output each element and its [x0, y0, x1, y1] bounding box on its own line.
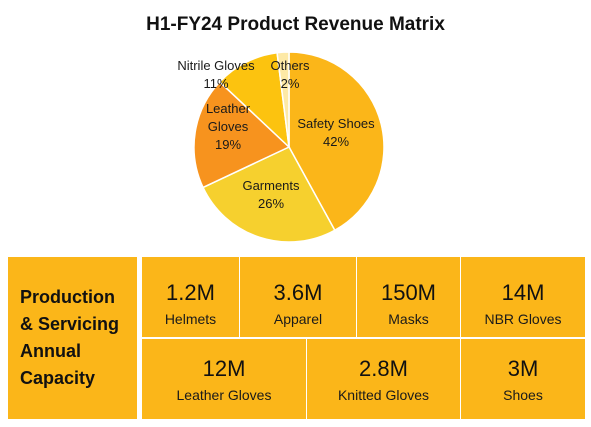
- pie-slice-leather-gloves: [193, 80, 291, 189]
- capacity-title-line: Production: [20, 287, 115, 307]
- capacity-title: Production & Servicing Annual Capacity: [20, 284, 140, 392]
- capacity-value: 2.8M: [359, 356, 408, 381]
- capacity-cell-leather-gloves: 12M Leather Gloves: [142, 355, 306, 405]
- panel-horizontal-divider: [142, 337, 585, 339]
- pie-label-garments: Garments 26%: [242, 178, 300, 211]
- capacity-title-line: Annual: [20, 341, 81, 361]
- capacity-title-line: Capacity: [20, 368, 96, 388]
- capacity-cell-masks: 150M Masks: [357, 279, 460, 329]
- chart-title: H1-FY24 Product Revenue Matrix: [146, 14, 445, 35]
- capacity-cell-nbr-gloves: 14M NBR Gloves: [461, 279, 585, 329]
- capacity-value: 14M: [501, 280, 545, 305]
- capacity-value: 12M: [202, 356, 246, 381]
- capacity-title-line: & Servicing: [20, 314, 120, 334]
- cell-divider: [460, 339, 461, 419]
- cell-divider: [460, 257, 461, 337]
- pie-label-nitrile-gloves: Nitrile Gloves 11%: [177, 58, 255, 91]
- cell-divider: [239, 257, 240, 337]
- capacity-label: Masks: [388, 311, 429, 327]
- pie-slice-nitrile-gloves: [218, 51, 291, 149]
- revenue-pie-chart: Safety Shoes 42% Garments 26% Leather Gloves 1…: [177, 51, 385, 243]
- pie-label-safety-shoes: Safety Shoes 42%: [297, 116, 375, 149]
- pie-slice-safety-shoes: [288, 51, 385, 232]
- capacity-value: 150M: [380, 280, 437, 305]
- capacity-label: Apparel: [273, 311, 323, 327]
- capacity-value: 3M: [507, 356, 539, 381]
- capacity-value: 3.6M: [273, 280, 323, 305]
- capacity-cell-apparel: 3.6M Apparel: [240, 279, 356, 329]
- capacity-value: 1.2M: [166, 280, 215, 305]
- capacity-label: NBR Gloves: [484, 311, 562, 327]
- capacity-label: Helmets: [164, 311, 217, 327]
- capacity-panel: Production & Servicing Annual Capacity 1…: [8, 257, 585, 419]
- panel-vertical-divider: [137, 257, 142, 419]
- pie-label-leather-gloves: Leather Gloves 19%: [206, 101, 251, 152]
- capacity-cell-helmets: 1.2M Helmets: [142, 279, 239, 329]
- pie-slice-others: [276, 51, 290, 148]
- cell-divider: [356, 257, 357, 337]
- capacity-label: Leather Gloves: [176, 387, 272, 403]
- capacity-cell-knitted-gloves: 2.8M Knitted Gloves: [307, 355, 460, 405]
- capacity-label: Knitted Gloves: [337, 387, 430, 403]
- pie-label-others: Others 2%: [270, 58, 310, 91]
- pie-slice-garments: [202, 146, 336, 243]
- cell-divider: [306, 339, 307, 419]
- capacity-label: Shoes: [503, 387, 543, 403]
- capacity-cell-shoes: 3M Shoes: [461, 355, 585, 405]
